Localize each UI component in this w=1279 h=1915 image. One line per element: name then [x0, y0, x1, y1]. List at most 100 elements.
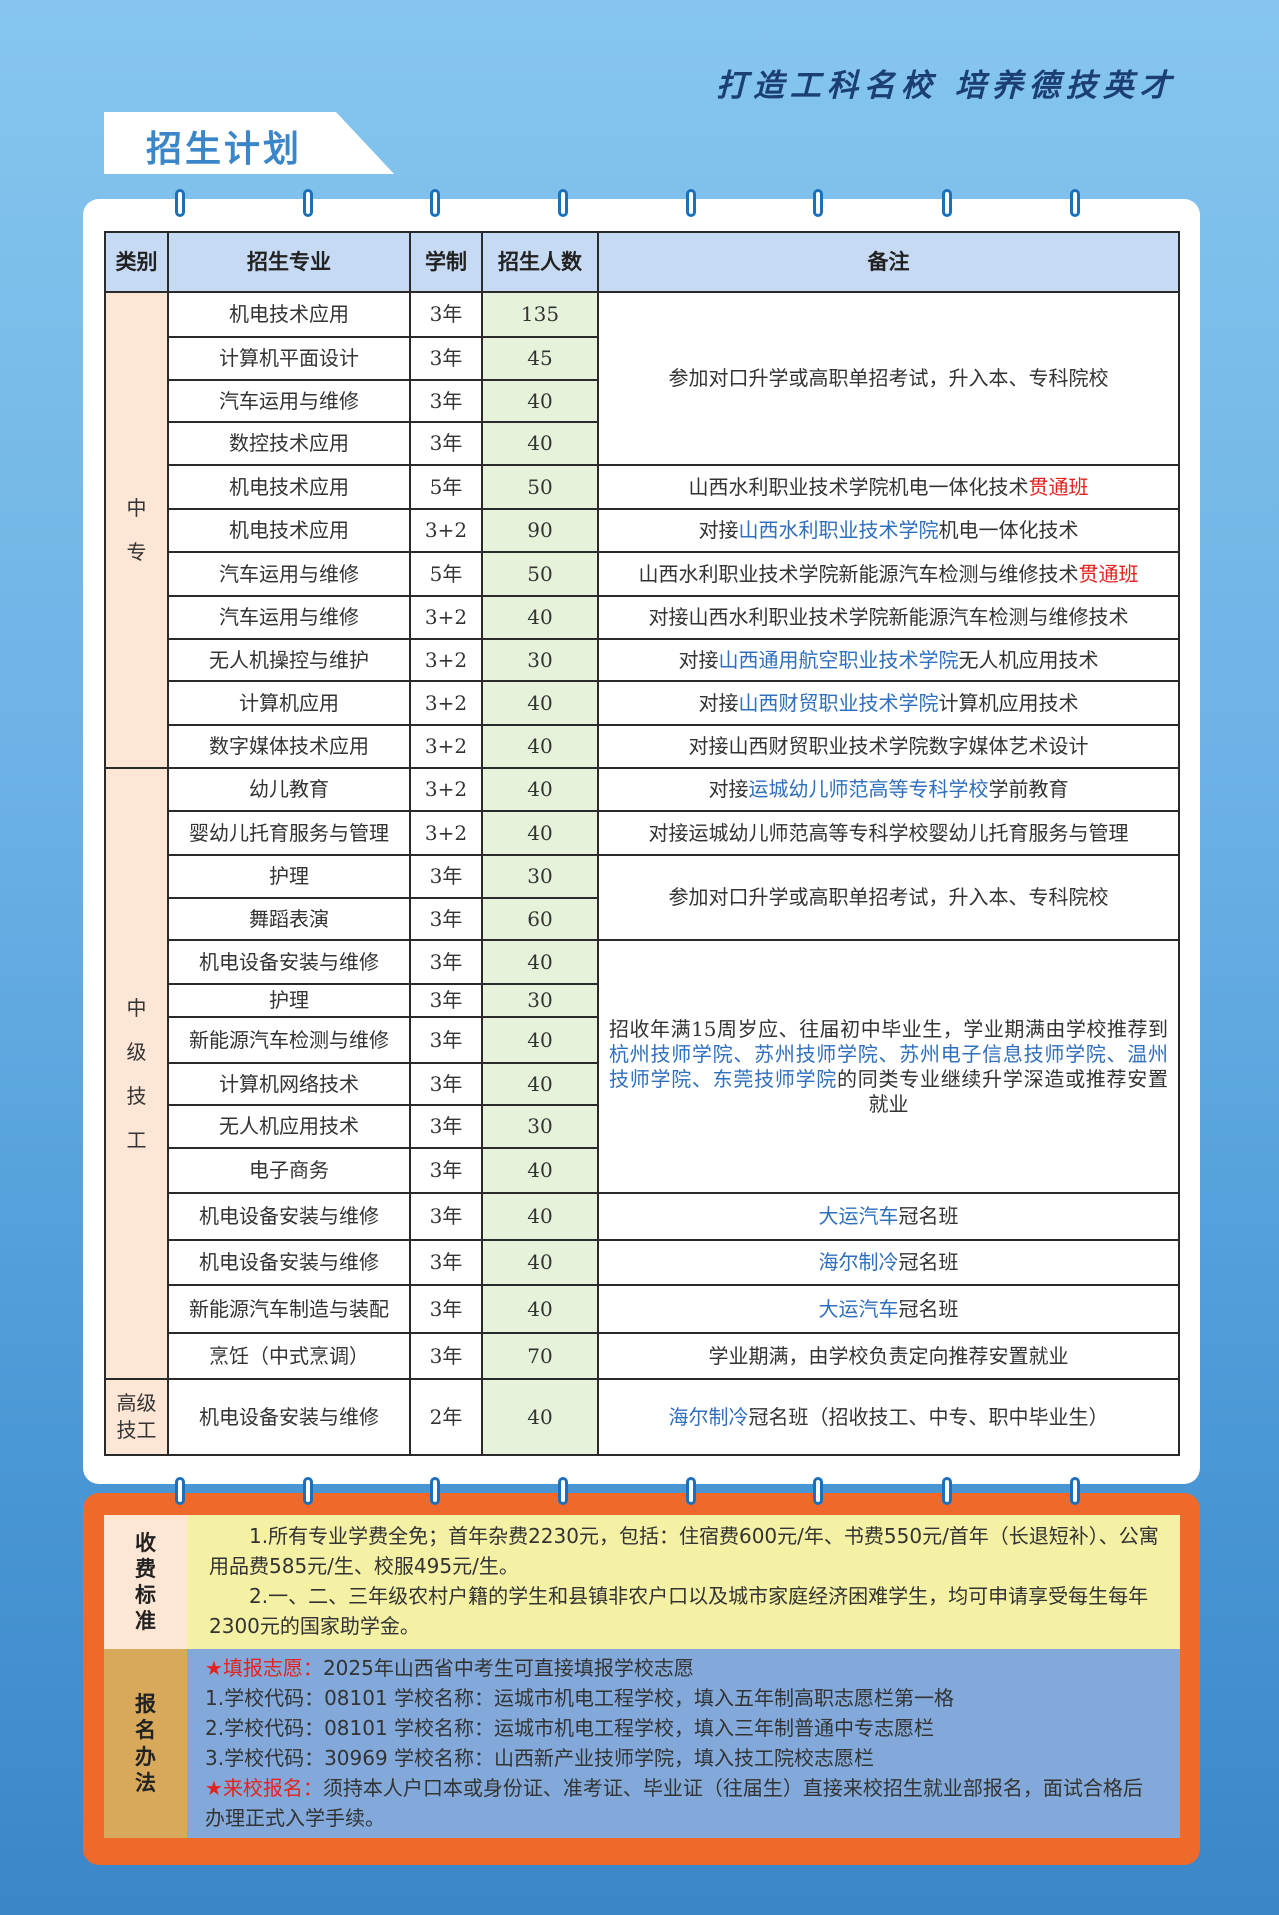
header-category: 类别 — [104, 231, 169, 293]
count-cell: 40 — [481, 939, 599, 985]
binder-ring-icon — [558, 189, 568, 217]
duration-cell: 3年 — [409, 1332, 483, 1380]
table-row: 机电设备安装与维修 3年 40 大运汽车冠名班 — [105, 1192, 1180, 1241]
count-cell: 40 — [481, 421, 599, 466]
remark-text: 机电一体化技术 — [938, 518, 1079, 542]
remark-text: 冠名班 — [898, 1204, 959, 1228]
major-cell: 无人机操控与维护 — [167, 638, 411, 682]
count-cell: 40 — [481, 680, 599, 726]
highlighted-text: 贯通班 — [1078, 561, 1139, 586]
table-row: 汽车运用与维修 5年 50 山西水利职业技术学院新能源汽车检测与维修技术贯通班 — [105, 551, 1180, 597]
table-row: 数控技术应用 3年 40 — [105, 421, 1179, 466]
count-cell: 30 — [481, 1104, 599, 1149]
major-cell: 机电技术应用 — [167, 464, 411, 510]
table-row: 计算机应用 3+2 40 对接山西财贸职业技术学院计算机应用技术 — [105, 680, 1180, 726]
highlighted-text: 海尔制冷 — [668, 1404, 749, 1429]
duration-cell: 3+2 — [409, 810, 483, 856]
duration-cell: 3年 — [409, 1239, 483, 1286]
fee-line: 1.所有专业学费全免；首年杂费2230元，包括：住宿费600元/年、书费550元… — [209, 1524, 1159, 1578]
duration-cell: 3年 — [409, 897, 483, 941]
remark-text: 冠名班 — [898, 1250, 959, 1274]
remark-text: 的同类专业继续升学深造或推荐安置就业 — [837, 1066, 1169, 1116]
major-cell: 婴幼儿托育服务与管理 — [167, 810, 411, 856]
remark-cell: 对接运城幼儿师范高等专科学校婴幼儿托育服务与管理 — [597, 810, 1180, 856]
major-cell: 计算机应用 — [167, 680, 411, 726]
remark-cell: 山西水利职业技术学院新能源汽车检测与维修技术贯通班 — [597, 551, 1180, 597]
binder-ring-icon — [303, 1477, 313, 1505]
header-duration: 学制 — [409, 231, 483, 293]
binder-ring-icon — [175, 1477, 185, 1505]
count-cell: 40 — [481, 379, 599, 423]
table-row: 烹饪（中式烹调） 3年 70 学业期满，由学校负责定向推荐安置就业 — [105, 1332, 1180, 1380]
category-cell: 中专 — [104, 291, 169, 769]
major-cell: 新能源汽车制造与装配 — [167, 1284, 411, 1334]
category-label: 中专 — [126, 496, 147, 564]
binder-ring-icon — [175, 189, 185, 217]
binder-ring-icon — [942, 189, 952, 217]
major-cell: 机电设备安装与维修 — [167, 1239, 411, 1286]
star-icon: ★ — [205, 1656, 223, 1680]
remark-text: 学前教育 — [988, 777, 1069, 801]
major-cell: 机电技术应用 — [167, 291, 411, 338]
visit-title: 来校报名： — [222, 1776, 323, 1800]
duration-cell: 3年 — [409, 379, 483, 423]
slogan: 打造工科名校 培养德技英才 — [716, 68, 1177, 104]
binder-ring-icon — [303, 189, 313, 217]
highlighted-text: 山西水利职业技术学院 — [738, 518, 939, 542]
highlighted-text: 大运汽车 — [818, 1204, 899, 1228]
remark-text: 对接 — [678, 647, 719, 672]
count-cell: 90 — [481, 508, 599, 553]
table-row: 无人机应用技术 3年 30 — [105, 1104, 1179, 1149]
duration-cell: 3年 — [409, 1104, 483, 1149]
duration-cell: 3年 — [409, 421, 483, 466]
binder-ring-icon — [1070, 1477, 1080, 1505]
school-code-line: 3.学校代码：30969 学校名称：山西新产业技师学院，填入技工院校志愿栏 — [205, 1746, 875, 1770]
table-row: 高级技工 机电设备安装与维修 2年 40 海尔制冷冠名班（招收技工、中专、职中毕业生） — [104, 1378, 1180, 1456]
duration-cell: 3年 — [409, 1284, 483, 1334]
duration-cell: 3年 — [409, 1062, 483, 1106]
major-cell: 数控技术应用 — [167, 421, 411, 466]
highlighted-text: 杭州技师学院、苏州技师学院、苏州电子信息技师学院、温州技师学院、东莞技师学院 — [609, 1041, 1168, 1091]
count-cell: 70 — [481, 1332, 599, 1380]
table-row: 新能源汽车检测与维修 3年 40 — [105, 1016, 1179, 1064]
binder-ring-icon — [1070, 189, 1080, 217]
table-row: 新能源汽车制造与装配 3年 40 大运汽车冠名班 — [105, 1284, 1180, 1334]
major-cell: 无人机应用技术 — [167, 1104, 411, 1149]
highlighted-text: 大运汽车 — [818, 1296, 899, 1321]
highlighted-text: 山西财贸职业技术学院 — [738, 690, 939, 715]
table-header-row: 类别 招生专业 学制 招生人数 备注 — [104, 231, 1180, 293]
table-row: 电子商务 3年 40 — [105, 1147, 1179, 1194]
table-row: 机电设备安装与维修 3年 40 海尔制冷冠名班 — [105, 1239, 1180, 1286]
major-cell: 汽车运用与维修 — [167, 595, 411, 640]
binder-ring-icon — [430, 189, 440, 217]
remark-text: 对接 — [698, 690, 739, 715]
duration-cell: 3+2 — [409, 767, 483, 812]
table-row: 无人机操控与维护 3+2 30 对接山西通用航空职业技术学院无人机应用技术 — [105, 638, 1180, 682]
major-cell: 幼儿教育 — [167, 767, 411, 812]
highlighted-text: 海尔制冷 — [818, 1250, 899, 1274]
major-cell: 汽车运用与维修 — [167, 379, 411, 423]
remark-text: 招收年满15周岁应、往届初中毕业生，学业期满由学校推荐到 — [609, 1016, 1168, 1041]
school-code-line: 2.学校代码：08101 学校名称：运城市机电工程学校，填入三年制普通中专志愿栏 — [205, 1716, 935, 1740]
table-row: 中专 机电技术应用 3年 135 参加对口升学或高职单招考试，升入本、专科院校 — [104, 291, 1180, 769]
table-row: 机电技术应用 5年 50 山西水利职业技术学院机电一体化技术贯通班 — [105, 464, 1180, 510]
table-row: 数字媒体技术应用 3+2 40 对接山西财贸职业技术学院数字媒体艺术设计 — [105, 724, 1180, 769]
remark-cell: 大运汽车冠名班 — [597, 1192, 1180, 1241]
duration-cell: 3+2 — [409, 508, 483, 553]
count-cell: 30 — [481, 638, 599, 682]
remark-cell: 招收年满15周岁应、往届初中毕业生，学业期满由学校推荐到杭州技师学院、苏州技师学… — [597, 939, 1180, 1194]
highlighted-text: 贯通班 — [1028, 474, 1089, 499]
header-major: 招生专业 — [167, 231, 411, 293]
count-cell: 40 — [481, 1192, 599, 1241]
count-cell: 40 — [481, 1016, 599, 1064]
remark-text: 参加对口升学或高职单招考试，升入本、专科院校 — [668, 366, 1109, 390]
count-cell: 50 — [481, 464, 599, 510]
major-cell: 机电设备安装与维修 — [167, 1192, 411, 1241]
remark-text: 参加对口升学或高职单招考试，升入本、专科院校 — [668, 885, 1109, 909]
binder-ring-icon — [813, 189, 823, 217]
table-row: 护理 3年 30 参加对口升学或高职单招考试，升入本、专科院校 — [105, 854, 1180, 941]
remark-cell: 参加对口升学或高职单招考试，升入本、专科院校 — [597, 854, 1180, 941]
count-cell: 45 — [481, 336, 599, 381]
duration-cell: 2年 — [409, 1378, 483, 1456]
duration-cell: 5年 — [409, 551, 483, 597]
